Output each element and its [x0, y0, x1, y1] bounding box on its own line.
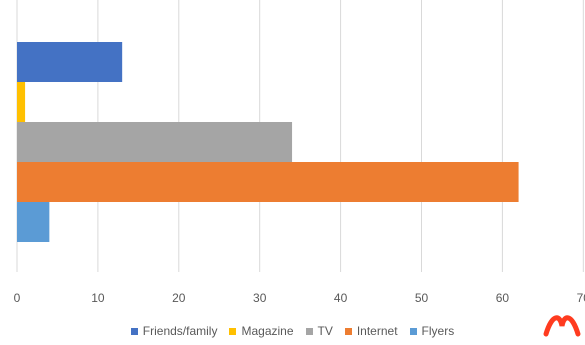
- legend-label: Magazine: [241, 324, 294, 338]
- legend-label: Internet: [356, 324, 398, 338]
- x-tick-label-60: 60: [496, 291, 510, 305]
- legend-item-magazine: Magazine: [229, 324, 294, 338]
- legend-swatch: [344, 327, 352, 335]
- legend-item-tv: TV: [305, 324, 333, 338]
- legend-label: Flyers: [421, 324, 455, 338]
- legend-label: Friends/family: [142, 324, 218, 338]
- legend-swatch: [305, 327, 313, 335]
- x-tick-label-0: 0: [14, 291, 21, 305]
- bar-flyers: [17, 202, 50, 242]
- legend: Friends/family Magazine TV Internet Flyers: [0, 322, 585, 340]
- watermark-logo-icon: [543, 315, 581, 337]
- legend-item-friends-family: Friends/family: [130, 324, 218, 338]
- x-tick-label-40: 40: [334, 291, 348, 305]
- bar-magazine: [17, 82, 26, 122]
- legend-item-internet: Internet: [344, 324, 398, 338]
- x-tick-label-20: 20: [172, 291, 186, 305]
- x-tick-label-50: 50: [415, 291, 429, 305]
- x-tick-label-70: 70: [577, 291, 585, 305]
- x-axis-tick-labels: 0 10 20 30 40 50 60 70: [14, 291, 585, 305]
- bars: [17, 42, 519, 242]
- bar-friends-family: [17, 42, 123, 82]
- legend-swatch: [229, 327, 237, 335]
- x-tick-label-30: 30: [253, 291, 267, 305]
- bar-internet: [17, 162, 519, 202]
- legend-label: TV: [317, 324, 333, 338]
- bar-tv: [17, 122, 293, 162]
- legend-swatch: [409, 327, 417, 335]
- legend-swatch: [130, 327, 138, 335]
- x-tick-label-10: 10: [91, 291, 105, 305]
- legend-item-flyers: Flyers: [409, 324, 455, 338]
